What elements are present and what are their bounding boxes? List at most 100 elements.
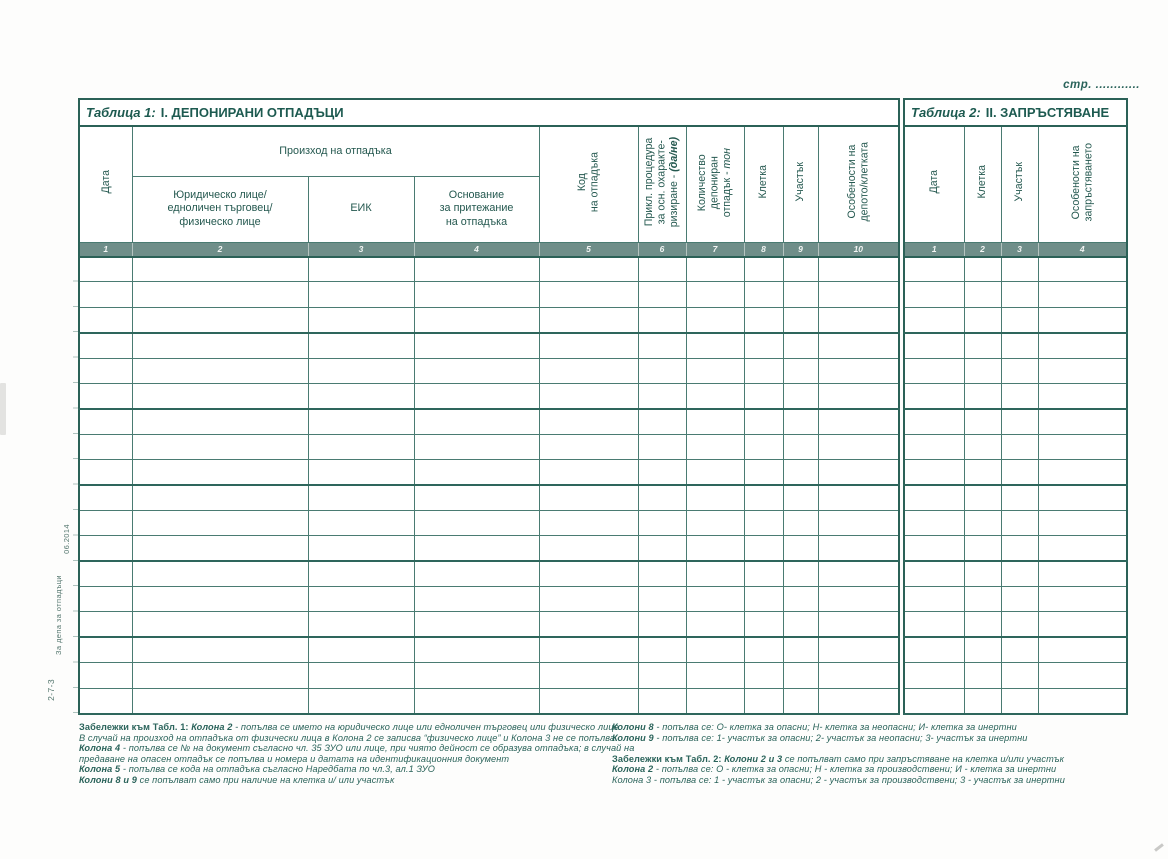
empty-cell xyxy=(743,433,784,461)
empty-entry-row xyxy=(78,484,900,511)
empty-cell xyxy=(131,306,309,334)
empty-entry-row xyxy=(78,636,900,664)
note-line: Колони 9 - попълва се: 1- участък за опа… xyxy=(612,732,1028,743)
empty-cell xyxy=(131,586,309,613)
empty-entry-row xyxy=(78,662,900,689)
empty-cell xyxy=(307,281,415,308)
column-number: 10 xyxy=(817,241,901,258)
t1-header-site-notes: Особености на депото/клетката xyxy=(817,125,900,243)
note-line: Забележки към Табл. 2: Колони 2 и 3 се п… xyxy=(612,753,1065,764)
empty-cell xyxy=(903,662,965,689)
empty-cell xyxy=(743,586,784,613)
empty-cell xyxy=(963,332,1002,359)
empty-cell xyxy=(782,662,819,689)
empty-cell xyxy=(307,535,415,563)
empty-cell xyxy=(743,281,784,308)
empty-cell xyxy=(637,687,687,715)
empty-cell xyxy=(743,636,784,664)
empty-cell xyxy=(307,459,415,487)
empty-cell xyxy=(743,306,784,334)
empty-cell xyxy=(685,662,745,689)
empty-cell xyxy=(963,459,1002,487)
table1-title-prefix: Таблица 1: xyxy=(86,104,156,120)
empty-cell xyxy=(903,535,965,563)
empty-cell xyxy=(963,433,1002,461)
empty-cell xyxy=(685,255,745,283)
empty-cell xyxy=(782,586,819,613)
table2-title-text: II. ЗАПРЪСТЯВАНЕ xyxy=(985,104,1110,120)
empty-cell xyxy=(78,484,133,511)
empty-cell xyxy=(538,459,639,487)
empty-cell xyxy=(817,332,900,359)
empty-cell xyxy=(78,382,133,410)
empty-cell xyxy=(1000,332,1039,359)
empty-cell xyxy=(538,382,639,410)
empty-cell xyxy=(637,509,687,537)
empty-entry-row xyxy=(903,586,1128,613)
empty-cell xyxy=(307,484,415,511)
empty-entry-row xyxy=(903,433,1128,461)
empty-cell xyxy=(637,433,687,461)
empty-cell xyxy=(637,382,687,410)
margin-date-code: 06.2014 xyxy=(62,524,71,554)
t2-entry-rows xyxy=(903,255,1128,715)
empty-cell xyxy=(307,560,415,588)
empty-cell xyxy=(817,255,900,283)
empty-cell xyxy=(1000,636,1039,664)
empty-cell xyxy=(1000,535,1039,563)
empty-cell xyxy=(743,408,784,435)
empty-cell xyxy=(413,611,540,639)
empty-entry-row xyxy=(78,586,900,613)
empty-cell xyxy=(78,535,133,563)
empty-cell xyxy=(963,357,1002,384)
empty-cell xyxy=(743,484,784,511)
empty-entry-row xyxy=(903,484,1128,511)
empty-cell xyxy=(538,255,639,283)
empty-cell xyxy=(1000,586,1039,613)
empty-cell xyxy=(963,535,1002,563)
empty-entry-row xyxy=(903,509,1128,537)
empty-cell xyxy=(903,459,965,487)
empty-cell xyxy=(685,306,745,334)
row-tick-marks xyxy=(73,256,78,713)
empty-cell xyxy=(963,281,1002,308)
empty-cell xyxy=(817,636,900,664)
empty-cell xyxy=(78,687,133,715)
empty-cell xyxy=(1000,560,1039,588)
empty-cell xyxy=(538,484,639,511)
empty-cell xyxy=(903,484,965,511)
empty-cell xyxy=(685,408,745,435)
column-number: 9 xyxy=(782,241,819,258)
empty-cell xyxy=(903,332,965,359)
empty-entry-row xyxy=(78,535,900,563)
empty-cell xyxy=(78,357,133,384)
empty-cell xyxy=(131,535,309,563)
empty-cell xyxy=(307,357,415,384)
t1-header-section: Участък xyxy=(782,125,819,243)
empty-cell xyxy=(782,509,819,537)
column-number: 3 xyxy=(307,241,415,258)
empty-cell xyxy=(903,586,965,613)
empty-entry-row xyxy=(78,306,900,334)
t1-header-date: Дата xyxy=(78,125,133,243)
empty-cell xyxy=(743,687,784,715)
empty-entry-row xyxy=(78,255,900,283)
empty-cell xyxy=(78,509,133,537)
empty-cell xyxy=(1037,611,1128,639)
empty-cell xyxy=(78,306,133,334)
empty-cell xyxy=(637,306,687,334)
empty-cell xyxy=(131,611,309,639)
empty-cell xyxy=(1000,281,1039,308)
empty-entry-row xyxy=(903,662,1128,689)
empty-cell xyxy=(817,382,900,410)
empty-cell xyxy=(963,306,1002,334)
empty-cell xyxy=(538,509,639,537)
empty-cell xyxy=(903,611,965,639)
empty-cell xyxy=(538,560,639,588)
empty-cell xyxy=(78,332,133,359)
column-number: 2 xyxy=(963,241,1002,258)
t2-header-cell: Клетка xyxy=(963,125,1002,243)
empty-cell xyxy=(817,611,900,639)
empty-cell xyxy=(903,636,965,664)
scan-artifact-strip xyxy=(0,383,6,435)
